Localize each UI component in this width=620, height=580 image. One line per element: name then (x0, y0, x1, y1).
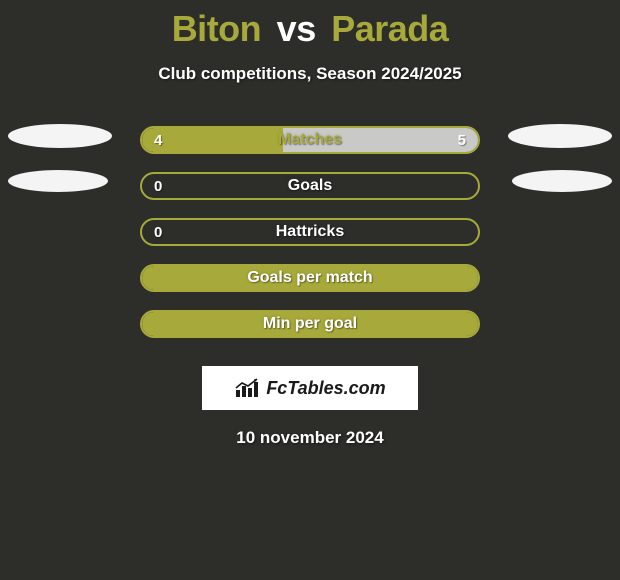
chart-icon (234, 378, 262, 398)
logo-box: FcTables.com (202, 366, 418, 410)
placeholder-ellipse-right (508, 124, 612, 148)
stat-bar: Min per goal (140, 310, 480, 338)
bar-fill-left (142, 266, 478, 290)
stat-row: Min per goal (0, 302, 620, 348)
stat-row: Goals0 (0, 164, 620, 210)
stat-bar: Hattricks0 (140, 218, 480, 246)
stat-bar: Goals per match (140, 264, 480, 292)
stat-row: Goals per match (0, 256, 620, 302)
bar-fill-left (142, 312, 478, 336)
stat-label: Hattricks (142, 223, 478, 241)
stat-label: Goals (142, 177, 478, 195)
date-text: 10 november 2024 (0, 428, 620, 448)
bar-fill-right (283, 128, 478, 152)
stat-rows: Matches45Goals0Hattricks0Goals per match… (0, 118, 620, 348)
stat-bar: Goals0 (140, 172, 480, 200)
stat-value-left: 0 (154, 178, 162, 195)
stat-row: Matches45 (0, 118, 620, 164)
stat-row: Hattricks0 (0, 210, 620, 256)
vs-text: vs (277, 8, 316, 49)
subtitle: Club competitions, Season 2024/2025 (0, 64, 620, 84)
placeholder-ellipse-right (512, 170, 612, 192)
bar-fill-left (142, 128, 283, 152)
player2-name: Parada (331, 8, 448, 49)
placeholder-ellipse-left (8, 124, 112, 148)
page-title: Biton vs Parada (0, 0, 620, 50)
stat-value-left: 0 (154, 224, 162, 241)
stat-bar: Matches45 (140, 126, 480, 154)
logo-text: FcTables.com (266, 378, 385, 399)
placeholder-ellipse-left (8, 170, 108, 192)
player1-name: Biton (172, 8, 261, 49)
